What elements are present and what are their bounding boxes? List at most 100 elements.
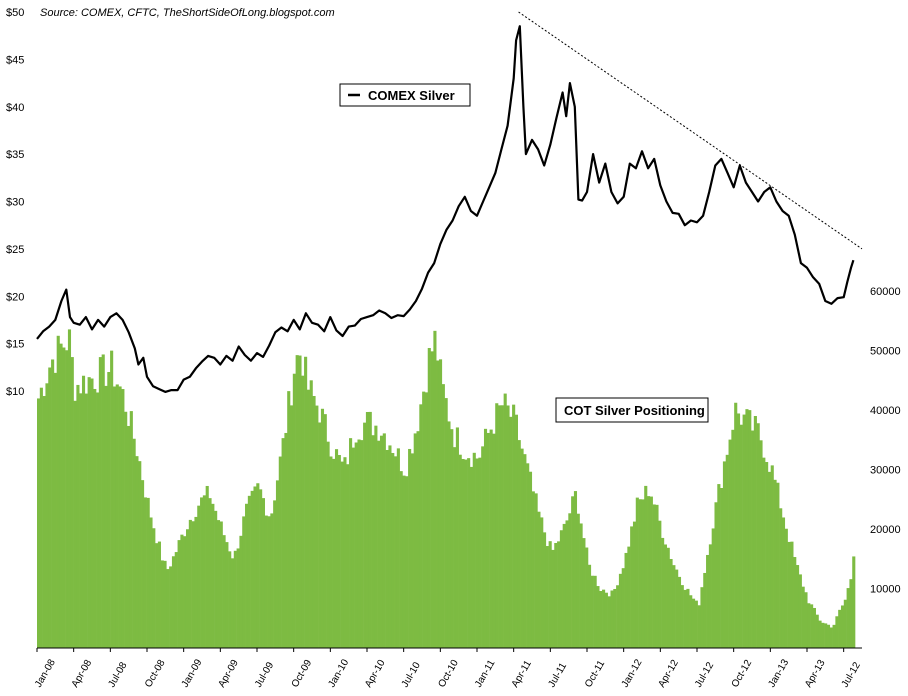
x-tick-label: Oct-12 bbox=[730, 658, 755, 690]
cot-bar bbox=[790, 541, 794, 648]
cot-bar bbox=[247, 495, 251, 648]
cot-bar bbox=[512, 404, 516, 648]
cot-bar bbox=[568, 513, 572, 648]
cot-bar bbox=[551, 549, 555, 648]
cot-bar bbox=[326, 441, 330, 648]
cot-bar bbox=[357, 439, 361, 648]
cot-bar bbox=[59, 343, 63, 648]
x-tick-label: Oct-11 bbox=[583, 658, 607, 689]
cot-bar bbox=[585, 547, 589, 648]
cot-bar bbox=[382, 433, 386, 648]
cot-bar bbox=[292, 373, 296, 648]
cot-bar bbox=[278, 456, 282, 648]
cot-bar bbox=[65, 350, 69, 648]
cot-bar bbox=[840, 605, 845, 648]
cot-bar bbox=[318, 422, 322, 648]
x-tick-label: Apr-13 bbox=[803, 658, 828, 690]
cot-bar bbox=[129, 411, 133, 648]
x-tick-label: Jul-10 bbox=[400, 660, 423, 689]
right-tick-label: 10000 bbox=[870, 584, 901, 596]
cot-bar bbox=[548, 541, 552, 648]
cot-bar bbox=[624, 552, 628, 648]
cot-bar bbox=[784, 528, 788, 648]
cot-bar bbox=[155, 543, 159, 648]
cot-bar bbox=[635, 497, 639, 648]
cot-bar bbox=[632, 521, 637, 648]
cot-bar bbox=[273, 500, 277, 648]
cot-bar bbox=[304, 356, 308, 648]
cot-bar bbox=[787, 541, 791, 648]
cot-bar bbox=[655, 504, 659, 648]
x-tick-label: Oct-10 bbox=[436, 658, 461, 690]
cot-bar bbox=[180, 534, 184, 648]
cot-bar bbox=[483, 428, 488, 648]
cot-bar bbox=[402, 475, 406, 648]
cot-bar bbox=[290, 405, 294, 648]
legend-bar-label: COT Silver Positioning bbox=[564, 403, 705, 418]
right-tick-label: 60000 bbox=[870, 286, 901, 298]
x-tick-label: Jul-08 bbox=[106, 660, 129, 689]
cot-bar bbox=[205, 485, 209, 648]
cot-bar bbox=[110, 350, 114, 648]
cot-bar bbox=[703, 572, 707, 648]
cot-bar bbox=[405, 476, 409, 648]
cot-bar bbox=[76, 384, 80, 648]
cot-bar bbox=[242, 516, 246, 648]
x-tick-label: Apr-12 bbox=[656, 658, 681, 690]
cot-bar bbox=[801, 586, 805, 648]
legend-line-label: COMEX Silver bbox=[368, 88, 455, 103]
cot-bar bbox=[573, 491, 578, 648]
cot-bar bbox=[751, 430, 755, 648]
cot-bar bbox=[821, 622, 825, 648]
cot-bar bbox=[275, 480, 280, 648]
cot-bar bbox=[686, 588, 690, 648]
cot-bar bbox=[753, 416, 757, 648]
cot-bar bbox=[315, 405, 319, 648]
right-tick-label: 30000 bbox=[870, 465, 901, 477]
cot-bar bbox=[579, 523, 583, 648]
cot-bar bbox=[607, 596, 611, 648]
cot-bar bbox=[773, 479, 777, 648]
legend-bar-box bbox=[555, 397, 709, 423]
cot-bar bbox=[233, 550, 237, 648]
cot-bar bbox=[739, 424, 743, 648]
cot-bar bbox=[334, 449, 339, 648]
cot-bar bbox=[222, 535, 226, 648]
cot-bar bbox=[160, 560, 164, 648]
left-tick-label: $15 bbox=[6, 339, 24, 351]
cot-bar bbox=[84, 393, 88, 648]
cot-bar bbox=[388, 445, 392, 648]
cot-bar bbox=[146, 497, 150, 648]
cot-bar bbox=[731, 429, 735, 648]
cot-bar bbox=[337, 455, 341, 648]
cot-bar bbox=[509, 416, 513, 648]
cot-bar bbox=[377, 440, 381, 648]
cot-bar bbox=[48, 367, 52, 648]
cot-bar bbox=[228, 551, 232, 648]
cot-bar bbox=[225, 542, 229, 648]
x-tick-label: Jan-09 bbox=[180, 657, 205, 689]
cot-bar bbox=[408, 448, 412, 648]
cot-bar bbox=[658, 520, 662, 648]
cot-bar bbox=[849, 579, 853, 648]
right-tick-label: 50000 bbox=[870, 346, 901, 358]
cot-bar bbox=[447, 421, 451, 648]
left-price-axis: $10 $15 $20 $25 $30 $35 $40 $45 $50 bbox=[6, 7, 24, 398]
cot-bar bbox=[53, 372, 57, 648]
legend-line: COMEX Silver bbox=[339, 83, 471, 107]
cot-bar bbox=[807, 603, 811, 648]
cot-bar bbox=[138, 461, 142, 648]
cot-bar bbox=[531, 491, 535, 648]
cot-bar bbox=[618, 573, 623, 648]
right-cot-axis: 10000 20000 30000 40000 50000 60000 bbox=[870, 286, 901, 596]
right-tick-label: 20000 bbox=[870, 524, 901, 536]
cot-bar bbox=[427, 348, 431, 648]
cot-bar bbox=[711, 528, 715, 648]
cot-bar bbox=[694, 600, 698, 648]
cot-bar bbox=[652, 504, 656, 648]
cot-bar bbox=[371, 435, 375, 648]
cot-bar bbox=[230, 558, 235, 648]
cot-bar bbox=[835, 616, 839, 648]
cot-bar bbox=[852, 556, 856, 648]
cot-bar bbox=[610, 590, 614, 648]
